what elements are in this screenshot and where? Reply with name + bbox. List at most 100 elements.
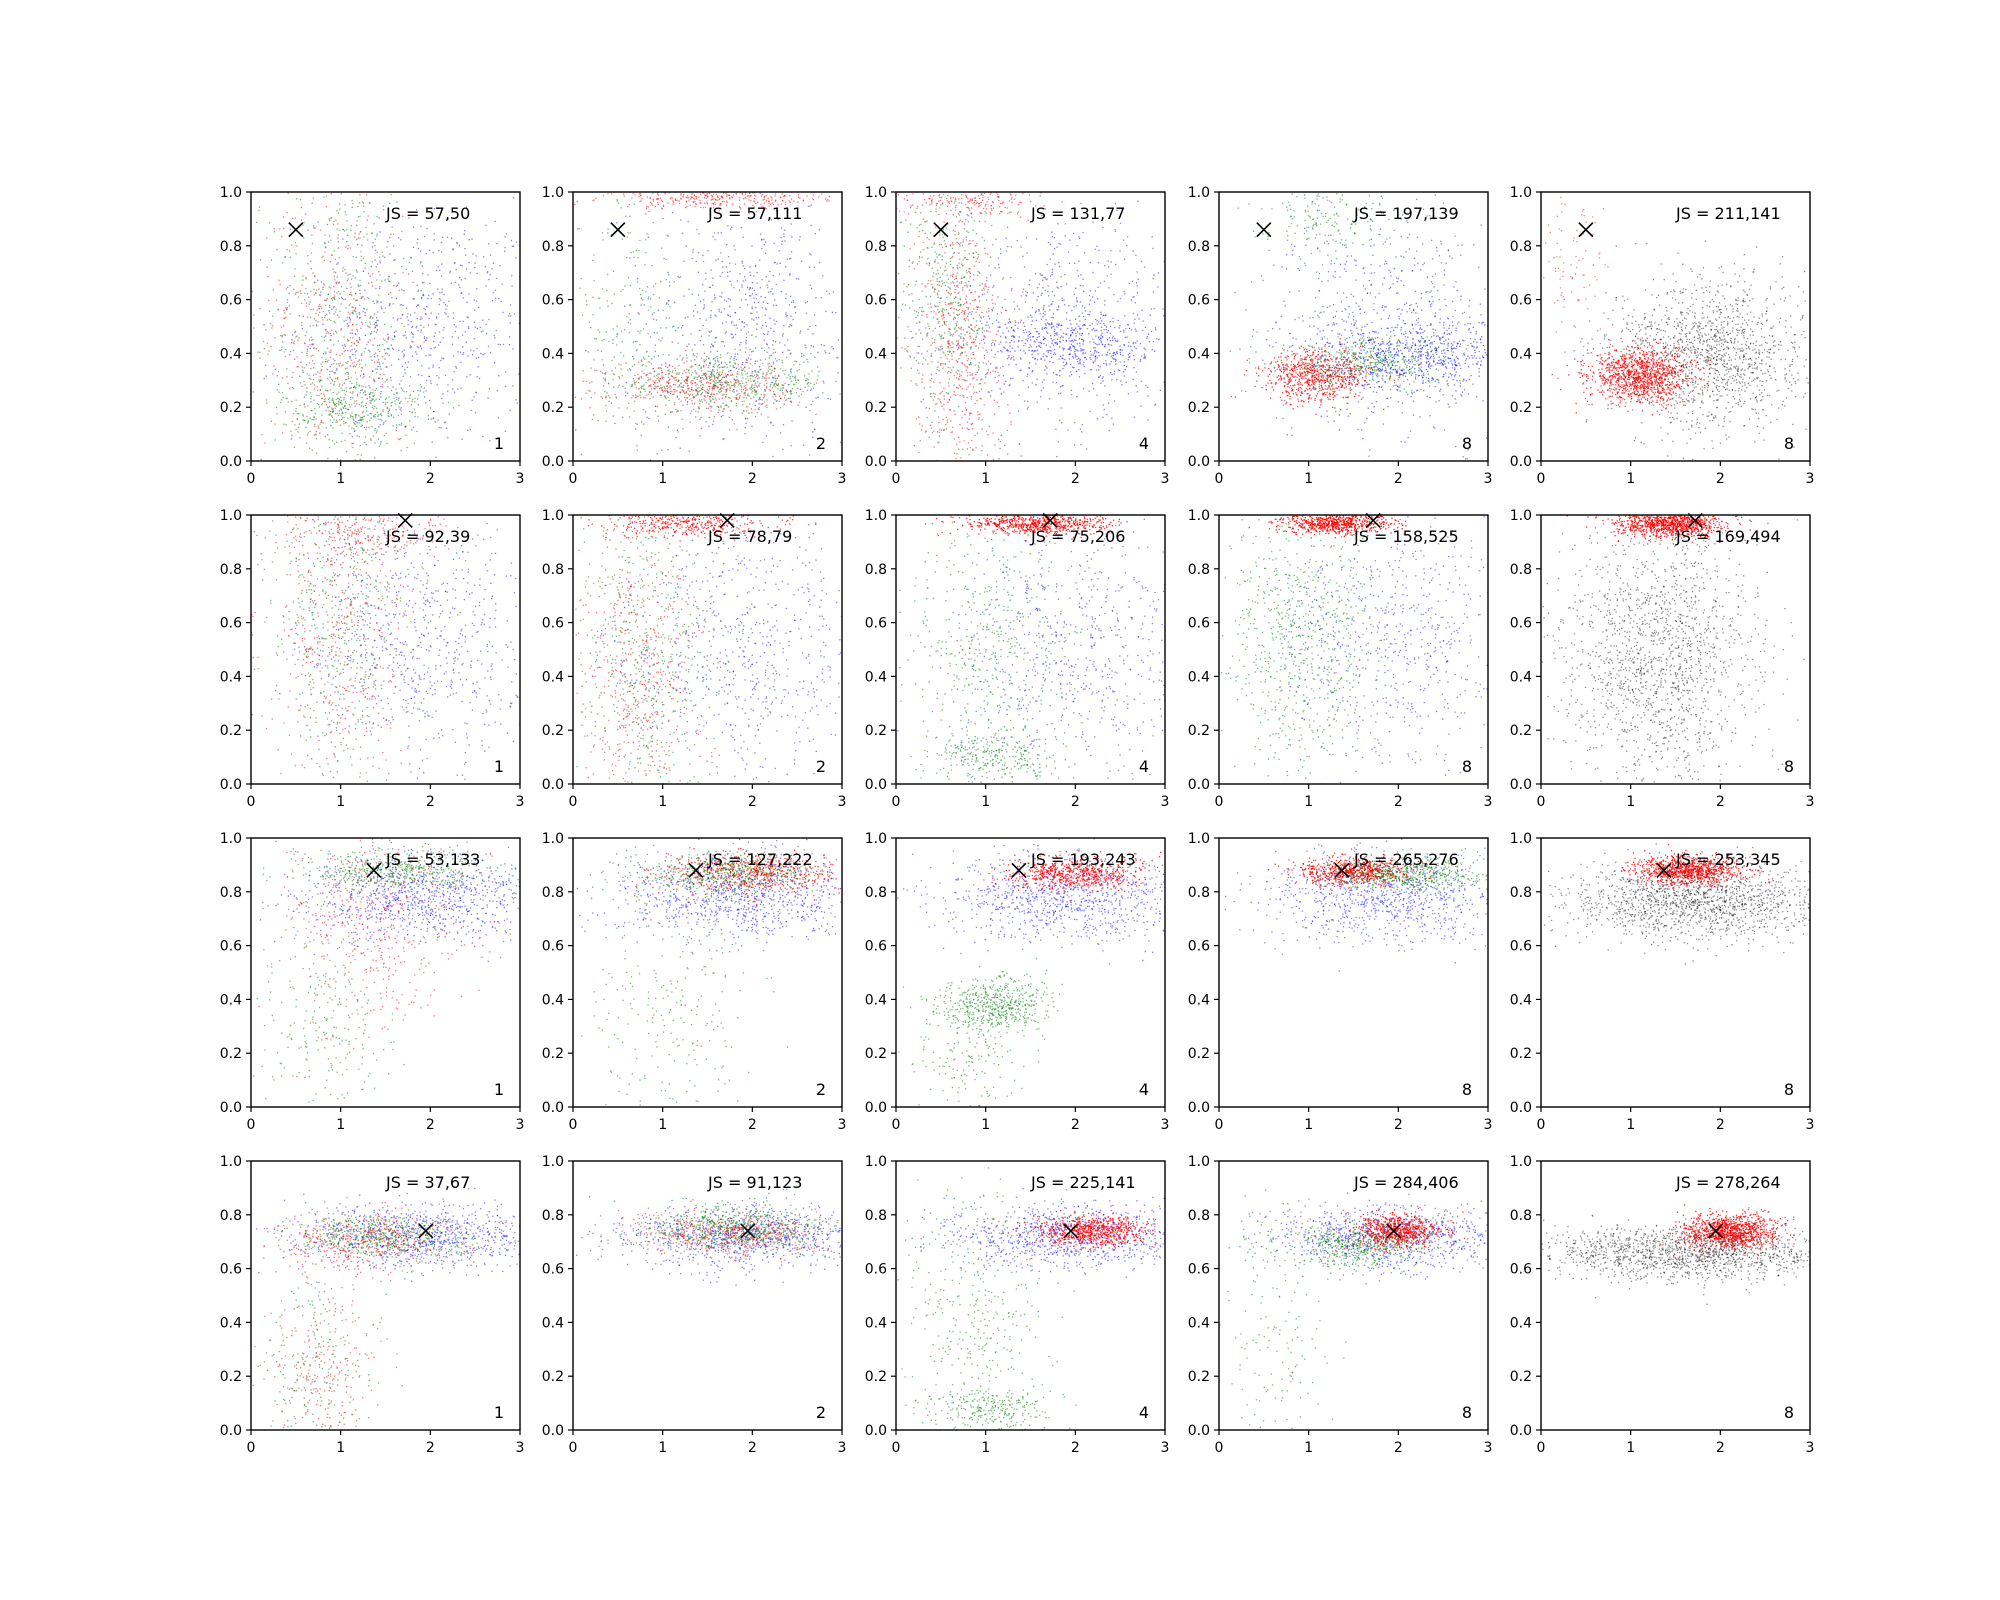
data-point <box>710 330 712 332</box>
data-point <box>369 339 372 341</box>
data-point <box>667 449 669 451</box>
data-point <box>382 386 384 388</box>
data-point <box>345 402 347 405</box>
data-point <box>292 342 294 344</box>
data-point <box>918 352 920 354</box>
data-point <box>803 375 806 377</box>
data-point <box>1112 335 1114 337</box>
data-point <box>320 305 322 308</box>
data-point <box>614 422 616 425</box>
data-point <box>305 331 308 333</box>
data-point <box>409 397 411 399</box>
data-point <box>302 275 304 277</box>
data-point <box>380 413 382 415</box>
data-point <box>809 325 811 328</box>
data-point <box>471 238 473 240</box>
data-point <box>645 291 647 293</box>
data-point <box>1013 301 1015 303</box>
data-point <box>747 393 749 395</box>
data-point <box>1105 354 1107 356</box>
data-point <box>824 352 827 354</box>
data-point <box>910 380 912 382</box>
data-point <box>355 382 358 384</box>
data-point <box>806 301 808 303</box>
data-point <box>730 333 732 335</box>
data-point <box>306 373 308 375</box>
data-point <box>437 288 439 290</box>
data-point <box>334 359 336 362</box>
data-point <box>789 369 792 371</box>
data-point <box>305 278 307 280</box>
data-point <box>333 295 336 297</box>
data-point <box>1027 316 1029 318</box>
data-point <box>369 350 371 353</box>
data-point <box>512 245 514 247</box>
data-point <box>743 400 745 402</box>
data-point <box>728 361 731 364</box>
data-point <box>376 263 379 265</box>
data-point <box>306 352 308 354</box>
data-point <box>687 377 689 379</box>
data-point <box>1010 276 1012 279</box>
data-point <box>815 297 817 299</box>
data-point <box>658 381 661 383</box>
data-point <box>358 233 360 235</box>
data-point <box>440 251 443 253</box>
data-point <box>447 384 449 386</box>
data-point <box>628 368 631 370</box>
data-point <box>642 363 644 366</box>
data-point <box>323 259 325 262</box>
data-point <box>725 385 728 387</box>
data-point <box>307 255 309 257</box>
data-point <box>708 335 710 337</box>
data-point <box>654 344 656 346</box>
data-point <box>790 368 793 370</box>
data-point <box>971 373 973 375</box>
data-point <box>380 385 382 388</box>
data-point <box>668 399 670 402</box>
data-point <box>631 385 633 387</box>
data-point <box>631 397 633 399</box>
data-point <box>943 221 945 223</box>
data-point <box>773 348 775 350</box>
data-point <box>316 325 318 327</box>
data-point <box>644 358 646 360</box>
data-point <box>712 395 714 398</box>
data-point <box>638 377 640 379</box>
data-point <box>1040 396 1042 398</box>
data-point <box>359 285 362 287</box>
data-point <box>348 339 350 341</box>
data-point <box>443 302 445 304</box>
data-point <box>304 384 306 386</box>
data-point <box>1037 287 1039 289</box>
data-point <box>319 389 322 391</box>
data-point <box>400 422 403 424</box>
data-point <box>742 198 745 200</box>
data-point <box>962 259 964 261</box>
data-point <box>604 379 606 381</box>
js-annotation: JS = 57,50 <box>385 204 470 223</box>
data-point <box>605 397 607 399</box>
data-point <box>338 398 340 400</box>
data-point <box>683 193 685 195</box>
data-point <box>983 293 985 295</box>
data-point <box>699 418 701 420</box>
data-point <box>359 445 361 447</box>
data-point <box>777 388 779 390</box>
data-point <box>1049 258 1051 260</box>
data-point <box>330 239 332 241</box>
data-point <box>361 419 363 421</box>
data-point <box>607 192 609 195</box>
data-point <box>376 233 378 235</box>
data-point <box>268 350 270 352</box>
data-point <box>765 307 767 309</box>
data-point <box>942 312 944 314</box>
data-point <box>329 306 331 308</box>
data-point <box>580 453 583 455</box>
data-point <box>700 202 702 204</box>
data-point <box>738 199 741 201</box>
data-point <box>687 196 690 199</box>
data-point <box>407 361 409 363</box>
data-point <box>1059 370 1061 372</box>
data-point <box>693 194 696 196</box>
